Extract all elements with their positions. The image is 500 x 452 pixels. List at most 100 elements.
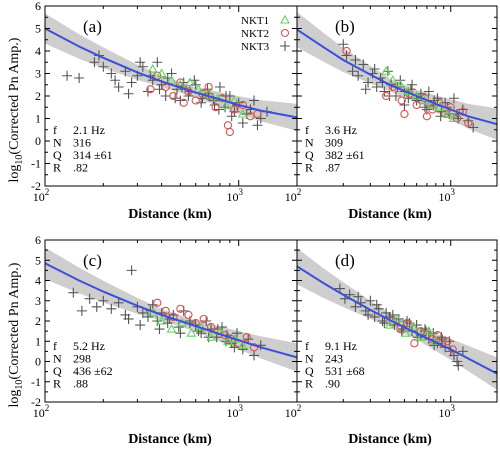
data-point-plus: [196, 97, 207, 108]
data-point-circle: [223, 121, 233, 130]
data-point-circle: [176, 78, 185, 87]
data-point-plus: [365, 295, 376, 306]
data-point-plus: [229, 342, 240, 353]
data-point-plus: [360, 84, 371, 95]
data-point-plus: [411, 95, 422, 106]
data-point-circle: [464, 118, 473, 128]
data-point-triangle: [147, 63, 158, 73]
data-point-plus: [249, 350, 260, 361]
y-tick-label: 6: [35, 233, 41, 247]
stat-value: 436 ±62: [73, 364, 113, 378]
stat-value: 2.1 Hz: [73, 123, 105, 137]
data-point-triangle: [156, 315, 167, 325]
data-point-plus: [123, 313, 134, 324]
panel-label: (a): [83, 17, 102, 36]
stat-value: 314 ±61: [73, 148, 113, 162]
y-tick-label: -1: [31, 375, 41, 389]
data-point-plus: [448, 93, 459, 104]
fit-line: [45, 262, 297, 359]
data-point-circle: [225, 127, 234, 137]
data-point-plus: [341, 50, 352, 61]
data-point-triangle: [449, 113, 459, 123]
stat-value: 316: [73, 136, 91, 150]
data-point-circle: [400, 109, 409, 119]
panel-b: 102 103 (b) f 3.6 Hz N 309 Q 382 ±61 R .87: [285, 5, 498, 204]
legend-marker: [280, 28, 290, 38]
y-tick-label: 0: [35, 355, 41, 369]
fit-line: [297, 265, 497, 375]
data-point-plus: [363, 309, 374, 320]
data-point-triangle: [392, 313, 403, 323]
stat-value: 531 ±68: [325, 364, 365, 378]
data-point-plus: [353, 291, 364, 302]
data-point-circle: [179, 98, 188, 107]
stat-value: .88: [73, 377, 88, 391]
data-point-circle: [146, 85, 155, 94]
data-point-triangle: [237, 340, 248, 349]
data-point-triangle: [408, 321, 419, 331]
legend-marker: [280, 41, 290, 51]
data-point-plus: [440, 97, 451, 108]
data-point-plus: [84, 293, 95, 304]
data-point-plus: [379, 318, 390, 329]
stat-key: Q: [53, 364, 62, 378]
data-point-plus: [371, 82, 382, 92]
data-point-plus: [190, 79, 201, 90]
data-point-circle: [342, 46, 351, 56]
y-tick-label: -2: [31, 395, 41, 409]
data-point-triangle: [381, 66, 392, 75]
stat-value: .87: [325, 161, 340, 175]
data-point-plus: [350, 55, 361, 65]
data-point-plus: [369, 64, 380, 74]
x-tick-label: 102: [285, 187, 302, 204]
x-axis-label-top-right: Distance (km): [348, 207, 432, 222]
y-tick-label: 4: [35, 44, 41, 58]
stat-key: Q: [305, 364, 314, 378]
data-point-plus: [363, 77, 374, 88]
data-point-plus: [126, 77, 137, 88]
y-tick-label: 5: [35, 253, 41, 267]
data-point-circle: [161, 306, 170, 316]
data-point-triangle: [237, 108, 248, 118]
stat-key: Q: [305, 148, 314, 162]
confidence-band: [45, 247, 297, 372]
data-point-plus: [371, 299, 382, 310]
data-point-plus: [377, 316, 388, 326]
x-tick-label: 103: [226, 187, 243, 204]
stat-value: 9.1 Hz: [325, 339, 357, 353]
y-tick-label: 2: [35, 314, 41, 328]
data-point-circle: [458, 107, 468, 116]
y-tick-label: 3: [35, 67, 41, 81]
y-tick-label: 6: [35, 0, 41, 13]
data-point-plus: [373, 303, 384, 314]
y-tick-label: 4: [35, 274, 41, 288]
y-axis-label-top: log10(Corrected Pn Amp.): [7, 37, 25, 182]
data-point-plus: [162, 318, 173, 329]
x-tick-label: 102: [33, 187, 50, 204]
data-point-circle: [452, 114, 462, 123]
data-point-circle: [230, 105, 239, 114]
data-point-circle: [211, 103, 220, 112]
stat-key: N: [305, 352, 314, 366]
data-point-plus: [98, 295, 109, 306]
stat-key: f: [305, 123, 309, 137]
data-point-plus: [453, 360, 464, 371]
y-tick-label: 2: [35, 89, 41, 103]
stat-key: Q: [53, 148, 62, 162]
confidence-band: [45, 13, 297, 131]
data-point-plus: [338, 39, 349, 50]
data-point-circle: [191, 96, 200, 105]
stat-key: R: [53, 377, 61, 391]
stat-key: R: [305, 377, 313, 391]
data-point-plus: [252, 120, 263, 131]
data-point-plus: [237, 118, 248, 128]
data-point-triangle: [384, 319, 395, 329]
data-point-plus: [142, 311, 153, 322]
data-point-plus: [358, 59, 369, 70]
data-point-plus: [379, 86, 390, 97]
data-point-circle: [402, 318, 412, 328]
data-point-plus: [152, 57, 163, 68]
data-point-plus: [183, 91, 194, 101]
data-point-triangle: [427, 99, 438, 109]
data-point-plus: [135, 57, 146, 68]
